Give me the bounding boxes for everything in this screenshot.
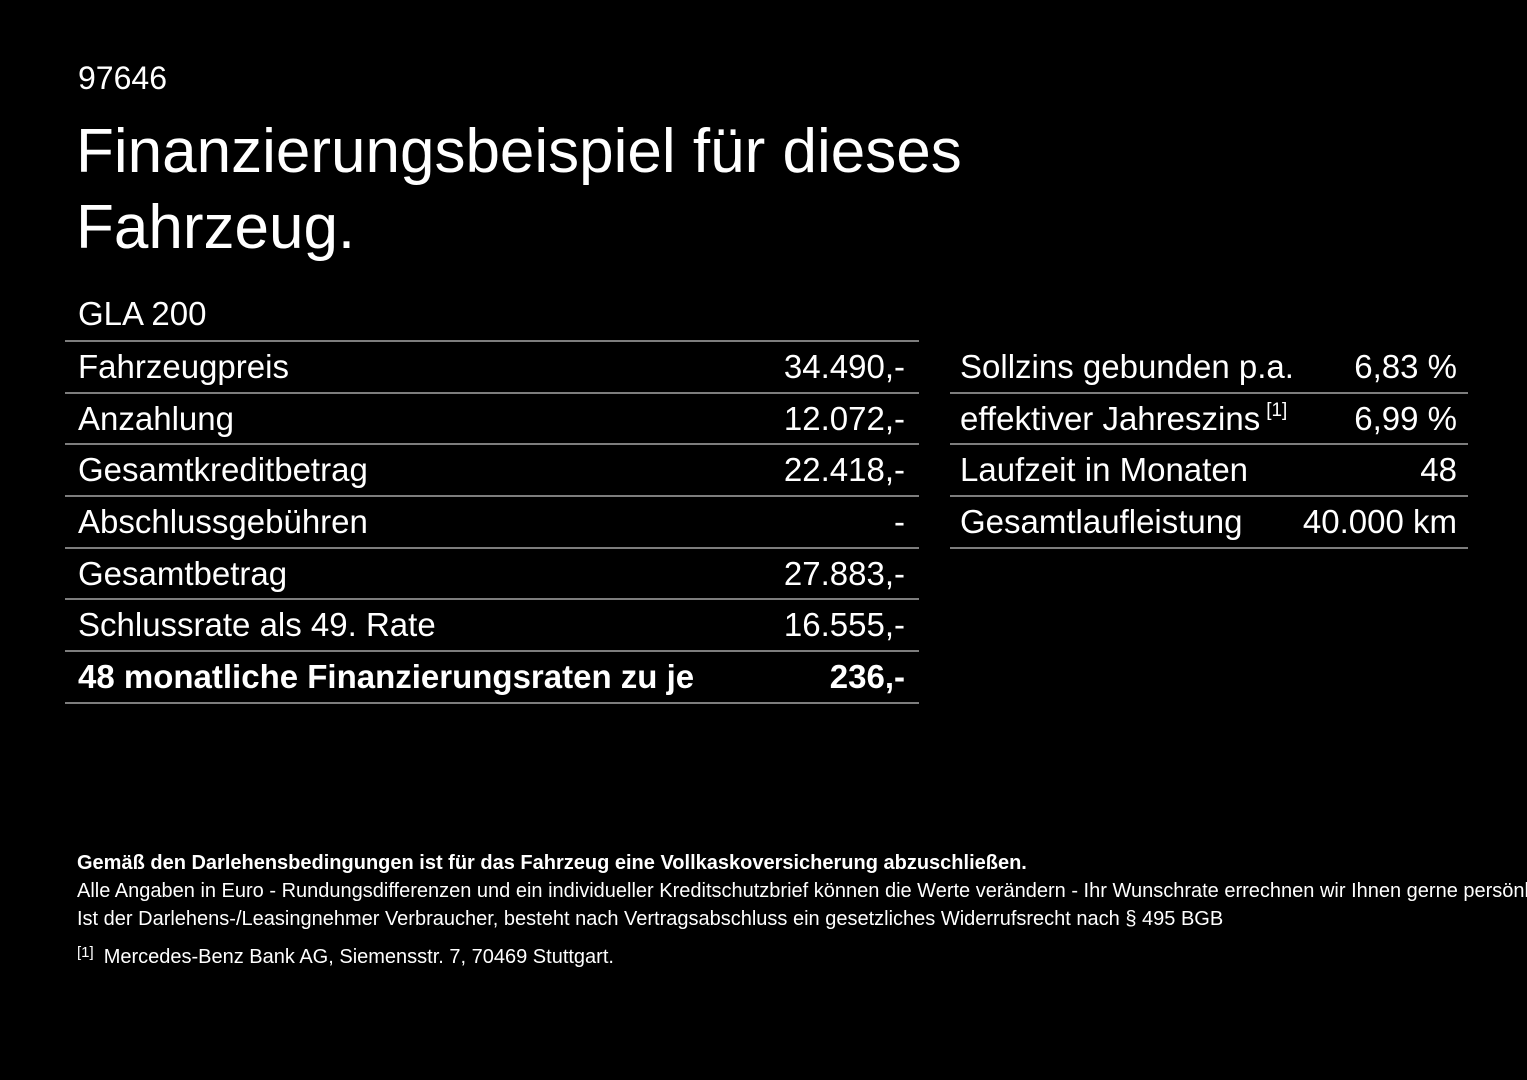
- row-label: Sollzins gebunden p.a.: [960, 347, 1294, 385]
- row-label: Gesamtlaufleistung: [960, 502, 1243, 540]
- disclaimer-line-1: Alle Angaben in Euro - Rundungsdifferenz…: [77, 880, 1527, 902]
- table-row-abschlussgebuehren: Abschlussgebühren -: [65, 497, 919, 549]
- table-row-schlussrate: Schlussrate als 49. Rate 16.555,-: [65, 600, 919, 653]
- row-label: Anzahlung: [78, 399, 234, 437]
- footnote: [1] Mercedes-Benz Bank AG, Siemensstr. 7,…: [77, 940, 614, 970]
- conditions-table: Sollzins gebunden p.a. 6,83 % effektiver…: [950, 342, 1468, 549]
- table-row-sollzins: Sollzins gebunden p.a. 6,83 %: [950, 342, 1468, 394]
- disclaimer-line-2: Ist der Darlehens-/Leasingnehmer Verbrau…: [77, 908, 1224, 930]
- row-value: 48: [1420, 451, 1457, 489]
- row-label: Schlussrate als 49. Rate: [78, 606, 436, 644]
- row-value: 6,83 %: [1354, 347, 1457, 385]
- table-row-effektiver-jahreszins: effektiver Jahreszins [1] 6,99 %: [950, 394, 1468, 446]
- row-label: Gesamtbetrag: [78, 554, 288, 592]
- row-label: Laufzeit in Monaten: [960, 451, 1249, 489]
- row-value: 16.555,-: [783, 606, 905, 644]
- row-value: 22.418,-: [783, 451, 905, 489]
- page-title: Finanzierungsbeispiel für dieses Fahrzeu…: [76, 114, 962, 266]
- table-row-fahrzeugpreis: Fahrzeugpreis 34.490,-: [65, 342, 919, 394]
- vehicle-model: GLA 200: [78, 295, 207, 332]
- row-value: 40.000 km: [1302, 502, 1457, 540]
- table-row-gesamtkreditbetrag: Gesamtkreditbetrag 22.418,-: [65, 445, 919, 498]
- page-title-line-2: Fahrzeug.: [76, 193, 356, 262]
- row-value: 34.490,-: [783, 347, 905, 385]
- table-row-laufzeit: Laufzeit in Monaten 48: [950, 445, 1468, 498]
- insurance-note: Gemäß den Darlehensbedingungen ist für d…: [77, 852, 1027, 874]
- table-row-gesamtbetrag: Gesamtbetrag 27.883,-: [65, 549, 919, 601]
- row-label: Gesamtkreditbetrag: [78, 451, 368, 489]
- row-value: 12.072,-: [783, 399, 905, 437]
- table-row-monatsrate: 48 monatliche Finanzierungsraten zu je 2…: [65, 652, 919, 704]
- table-row-gesamtlaufleistung: Gesamtlaufleistung 40.000 km: [950, 497, 1468, 549]
- row-value: -: [894, 502, 905, 540]
- row-label: Abschlussgebühren: [78, 502, 368, 540]
- page-title-line-1: Finanzierungsbeispiel für dieses: [76, 117, 962, 186]
- row-label: 48 monatliche Finanzierungsraten zu je: [78, 657, 695, 695]
- footnote-text: Mercedes-Benz Bank AG, Siemensstr. 7, 70…: [103, 946, 614, 968]
- row-label: Fahrzeugpreis: [78, 347, 289, 385]
- row-value: 6,99 %: [1354, 399, 1457, 437]
- footnote-ref: [1]: [1266, 399, 1288, 421]
- table-row-anzahlung: Anzahlung 12.072,-: [65, 394, 919, 446]
- offer-id: 97646: [78, 60, 167, 96]
- row-value: 236,-: [829, 657, 905, 695]
- row-value: 27.883,-: [783, 554, 905, 592]
- finance-table: Fahrzeugpreis 34.490,- Anzahlung 12.072,…: [65, 340, 919, 704]
- footnote-marker: [1]: [77, 944, 94, 961]
- row-label: effektiver Jahreszins [1]: [960, 399, 1288, 437]
